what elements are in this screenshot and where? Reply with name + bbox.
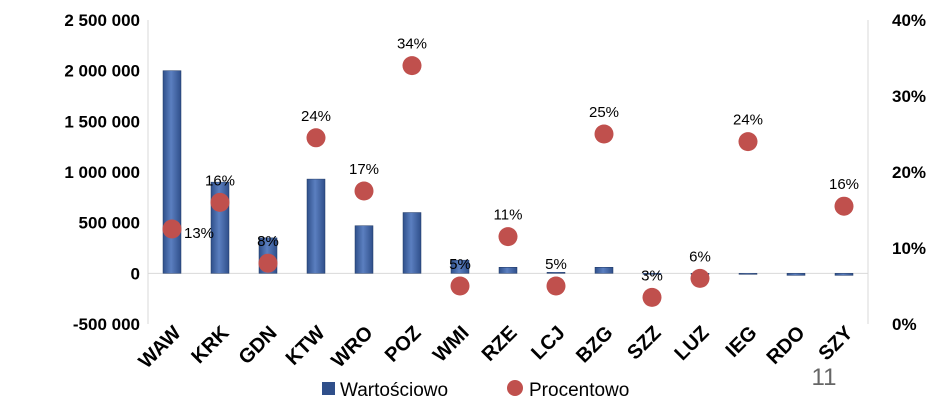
left-tick-label: -500 000: [73, 315, 140, 334]
dot-waw: [162, 219, 182, 239]
dot-label-bzg: 25%: [589, 104, 619, 121]
dot-poz: [402, 56, 422, 76]
dot-szy: [834, 196, 854, 216]
category-label-gdn: GDN: [235, 322, 282, 369]
dot-label-poz: 34%: [397, 36, 427, 53]
legend-dot-label: Procentowo: [529, 380, 629, 398]
dot-label-luz: 6%: [689, 248, 711, 265]
category-label-szz: SZZ: [623, 322, 665, 364]
left-tick-label: 2 500 000: [64, 11, 140, 30]
category-label-rze: RZE: [478, 322, 522, 366]
bar-lcj: [546, 272, 566, 274]
bar-ieg: [738, 273, 758, 275]
dot-label-lcj: 5%: [545, 256, 567, 273]
bar-bzg: [594, 267, 614, 274]
dot-label-rze: 11%: [494, 207, 523, 224]
left-tick-label: 0: [131, 264, 140, 283]
category-label-krk: KRK: [187, 322, 234, 369]
dot-wmi: [450, 276, 470, 296]
category-label-rdo: RDO: [763, 322, 810, 369]
legend-bar-swatch: [322, 382, 335, 395]
category-label-wmi: WMI: [429, 322, 474, 367]
bar-wmi: [450, 259, 470, 274]
dot-ieg: [738, 132, 758, 152]
legend-bar-label: Wartościowo: [340, 380, 448, 398]
category-label-wro: WRO: [327, 322, 377, 372]
left-tick-label: 1 500 000: [64, 112, 140, 131]
right-tick-label: 0%: [892, 315, 917, 334]
bar-waw: [162, 70, 182, 274]
dot-label-ieg: 24%: [733, 112, 763, 129]
bar-szz: [642, 273, 662, 275]
category-label-luz: LUZ: [670, 322, 713, 365]
dot-label-wmi: 5%: [449, 256, 471, 273]
page-number: 11: [812, 364, 837, 391]
dot-label-waw: 13%: [184, 225, 214, 242]
right-axis: 40% 30% 20% 10% 0%: [892, 11, 926, 334]
dot-label-szy: 16%: [829, 176, 859, 193]
dot-label-ktw: 24%: [301, 108, 331, 125]
right-tick-label: 30%: [892, 87, 926, 106]
dot-gdn: [258, 253, 278, 273]
left-axis: 2 500 000 2 000 000 1 500 000 1 000 000 500 …: [64, 11, 140, 334]
bar-wro: [354, 225, 374, 274]
bar-poz: [402, 212, 422, 274]
category-label-ktw: KTW: [282, 322, 330, 370]
dot-szz: [642, 287, 662, 307]
dot-wro: [354, 181, 374, 201]
legend-dot-swatch: [507, 380, 523, 396]
dot-label-gdn: 8%: [257, 233, 279, 250]
left-tick-label: 2 000 000: [64, 62, 140, 81]
dot-label-wro: 17%: [349, 161, 379, 178]
dot-luz: [690, 268, 710, 288]
dot-rze: [498, 227, 518, 247]
dot-label-szz: 3%: [641, 267, 663, 284]
category-label-waw: WAW: [135, 322, 186, 373]
category-label-szy: SZY: [814, 322, 858, 366]
category-label-ieg: IEG: [722, 322, 762, 362]
bar-szy: [834, 273, 854, 276]
right-tick-label: 40%: [892, 11, 926, 30]
category-label-bzg: BZG: [572, 322, 617, 367]
bar-ktw: [306, 178, 326, 274]
scatter-series: 13% 16% 8% 24% 17% 34% 5% 11% 5% 25% 3% 6% 24% 16%: [162, 36, 859, 307]
dot-krk: [210, 192, 230, 212]
dot-lcj: [546, 276, 566, 296]
dot-label-krk: 16%: [205, 172, 235, 189]
bar-rze: [498, 267, 518, 274]
right-tick-label: 20%: [892, 163, 926, 182]
left-tick-label: 1 000 000: [64, 163, 140, 182]
dot-bzg: [594, 124, 614, 144]
left-tick-label: 500 000: [79, 214, 140, 233]
bar-rdo: [786, 273, 806, 276]
right-tick-label: 10%: [892, 239, 926, 258]
category-label-lcj: LCJ: [527, 322, 569, 364]
legend: Wartościowo Procentowo: [322, 380, 629, 398]
dot-ktw: [306, 128, 326, 148]
category-label-poz: POZ: [381, 322, 426, 367]
